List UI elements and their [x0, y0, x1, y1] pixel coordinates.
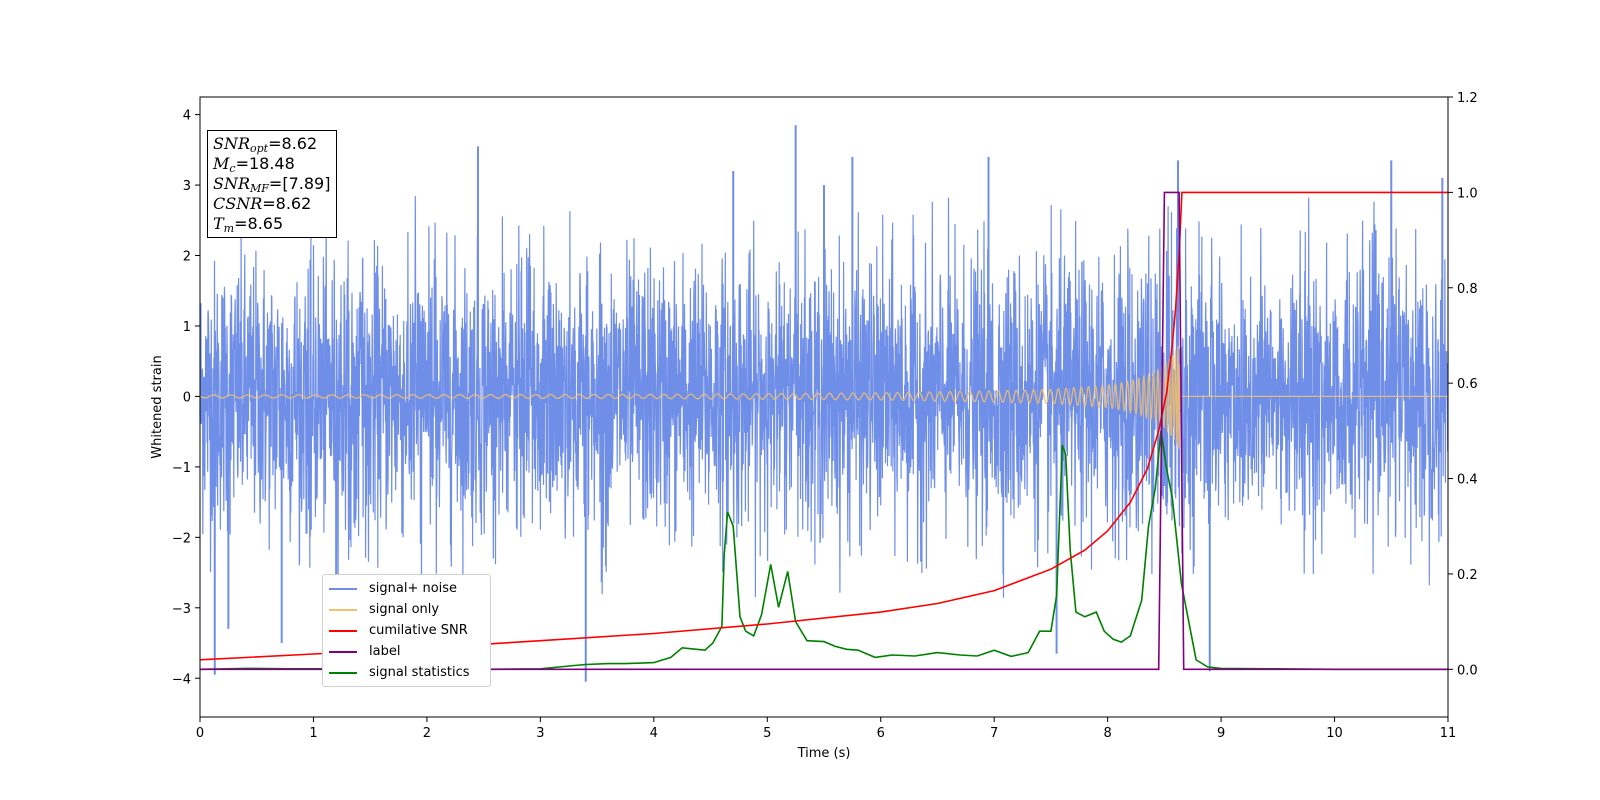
legend-item-cumulative-snr: cumilative SNR: [329, 620, 484, 641]
x-tick-label: 6: [877, 726, 885, 741]
label-line: [200, 191, 1448, 671]
signal-trace: [199, 346, 1448, 450]
x-axis-label: Time (s): [797, 746, 851, 761]
series-label: [200, 191, 1448, 671]
y-tick-label: 1: [183, 320, 191, 335]
y2-tick-label: 0.2: [1457, 568, 1478, 583]
x-tick-label: 1: [309, 726, 317, 741]
series-signal-only: [199, 346, 1448, 450]
y-axis-right: 0.0 0.2 0.4 0.6 0.8 1.0 1.2: [1448, 91, 1478, 678]
legend-item-signal-statistics: signal statistics: [329, 662, 484, 683]
x-tick-label: 0: [196, 726, 204, 741]
plot-frame: [199, 96, 1449, 718]
snr-mf-row: SNRMF=[7.89]: [213, 174, 331, 195]
x-tick-label: 10: [1326, 726, 1343, 741]
y-tick-label: −3: [172, 602, 191, 617]
series-cumulative-snr: [199, 191, 1448, 661]
y2-tick-label: 0.4: [1457, 473, 1478, 488]
series-signal-statistics: [199, 430, 1448, 671]
legend-swatch: [329, 671, 357, 674]
legend-swatch: [329, 608, 357, 611]
legend-swatch: [329, 650, 357, 653]
csnr-row: CSNR=8.62: [213, 194, 312, 213]
x-axis: 0 1 2 3 4 5 6 7 8 9 10 11: [196, 717, 1456, 741]
y2-tick-label: 0.8: [1457, 282, 1478, 297]
x-tick-label: 4: [650, 726, 658, 741]
stats-infobox: SNRopt=8.62 Mc=18.48 SNRMF=[7.89] CSNR=8…: [207, 130, 338, 238]
tm-row: Tm=8.65: [213, 214, 284, 235]
x-tick-label: 8: [1103, 726, 1111, 741]
stats-line: [199, 430, 1448, 671]
legend-item-label: label: [329, 641, 484, 662]
legend-swatch: [329, 629, 357, 632]
cumsnr-line: [199, 191, 1448, 661]
x-tick-label: 7: [990, 726, 998, 741]
legend-swatch: [329, 587, 357, 590]
y-axis-label: Whitened strain: [150, 355, 165, 458]
y-tick-label: −4: [172, 672, 191, 687]
y2-tick-label: 1.0: [1457, 186, 1478, 201]
y2-tick-label: 0.6: [1457, 377, 1478, 392]
x-tick-label: 5: [763, 726, 771, 741]
mc-row: Mc=18.48: [213, 154, 295, 175]
y-tick-label: 2: [183, 250, 191, 265]
y2-tick-label: 0.0: [1457, 663, 1478, 678]
y2-tick-label: 1.2: [1457, 91, 1478, 106]
y-tick-label: 3: [183, 179, 191, 194]
y-tick-label: 4: [183, 109, 191, 124]
snr-opt-row: SNRopt=8.62: [213, 134, 318, 155]
legend: signal+ noise signal only cumilative SNR…: [322, 574, 491, 687]
x-tick-label: 2: [423, 726, 431, 741]
legend-item-signal-only: signal only: [329, 599, 484, 620]
y-tick-label: 0: [183, 390, 191, 405]
y-axis-left: −4 −3 −2 −1 0 1 2 3 4: [172, 109, 200, 687]
legend-item-signal-noise: signal+ noise: [329, 578, 484, 599]
y-tick-label: −2: [172, 531, 191, 546]
y-tick-label: −1: [172, 461, 191, 476]
x-tick-label: 9: [1217, 726, 1225, 741]
x-tick-label: 11: [1440, 726, 1457, 741]
x-tick-label: 3: [536, 726, 544, 741]
